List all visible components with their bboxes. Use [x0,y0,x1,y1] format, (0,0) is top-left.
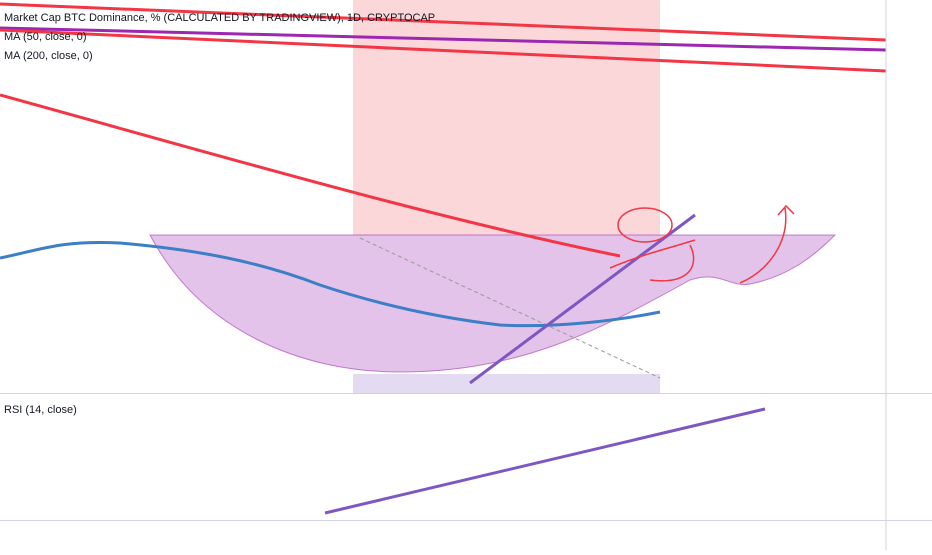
trend-line [324,407,766,515]
drawings-back [149,0,837,393]
drawings-front [0,2,886,385]
trend-line [0,28,886,73]
trend-line [0,26,886,52]
fib-trend [359,237,661,379]
fib-zone [353,0,660,235]
ma200-line [0,93,621,258]
hand-circle [617,207,673,243]
fib-zone [353,374,660,393]
legend-ma: MA (200, close, 0) [4,50,93,62]
legend-title: Market Cap BTC Dominance, % (CALCULATED … [4,12,435,24]
legend-rsi: RSI (14, close) [4,404,77,416]
trend-line [0,2,886,42]
price-axis [886,0,932,550]
legend-ma: MA (50, close, 0) [4,31,87,43]
cup-shape [149,234,837,373]
rsi-drawings [324,407,766,515]
hand-arrow [609,204,795,284]
ma50-line [0,241,661,328]
trend-line [469,213,696,385]
